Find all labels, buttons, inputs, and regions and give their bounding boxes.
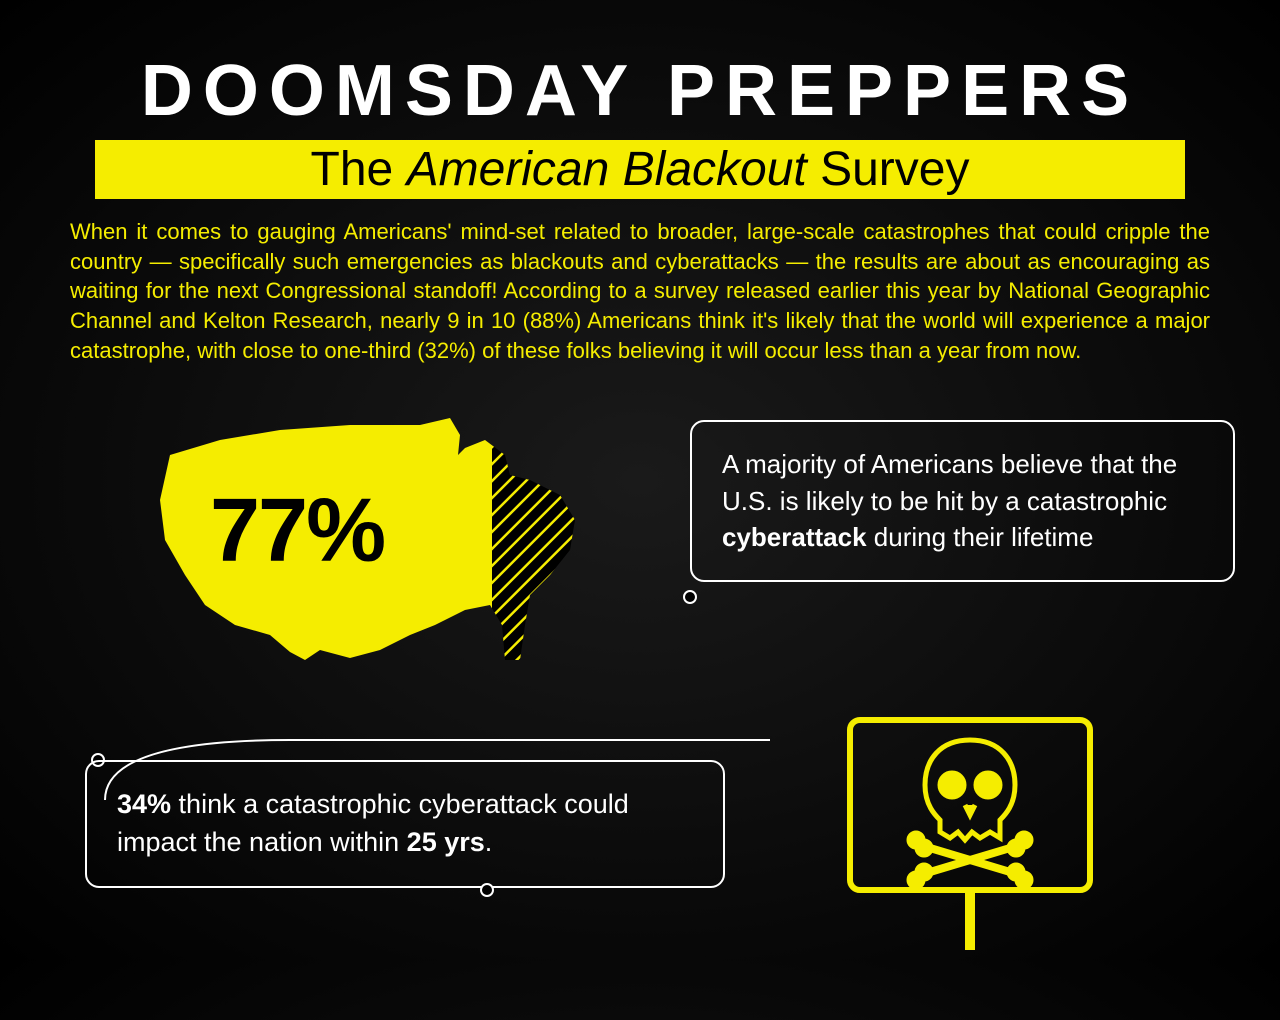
map-stat-section: 77% A majority of Americans believe that…	[70, 400, 1210, 680]
subtitle-suffix: Survey	[807, 143, 970, 196]
map-percent-value: 77%	[210, 480, 384, 583]
callout2-bold1: 34%	[117, 789, 171, 819]
infographic-container: DOOMSDAY PREPPERS The American Blackout …	[0, 0, 1280, 1020]
second-stat-section: 34% think a catastrophic cyberattack cou…	[70, 720, 1210, 970]
callout-25yrs: 34% think a catastrophic cyberattack cou…	[85, 760, 725, 888]
subtitle-italic: American Blackout	[407, 143, 807, 196]
main-title: DOOMSDAY PREPPERS	[70, 50, 1210, 132]
callout2-mid: think a catastrophic cyberattack could i…	[117, 789, 629, 857]
callout1-pre: A majority of Americans believe that the…	[722, 449, 1177, 515]
connector-dot	[480, 883, 494, 897]
subtitle-bar: The American Blackout Survey	[95, 140, 1185, 199]
callout1-post: during their lifetime	[867, 522, 1094, 552]
subtitle-prefix: The	[311, 143, 407, 196]
callout2-bold2: 25 yrs	[407, 827, 485, 857]
connector-dot	[683, 590, 697, 604]
callout2-end: .	[485, 827, 493, 857]
intro-paragraph: When it comes to gauging Americans' mind…	[70, 217, 1210, 365]
callout1-bold: cyberattack	[722, 522, 867, 552]
callout-cyberattack-lifetime: A majority of Americans believe that the…	[690, 420, 1235, 581]
danger-sign-icon	[840, 710, 1100, 950]
